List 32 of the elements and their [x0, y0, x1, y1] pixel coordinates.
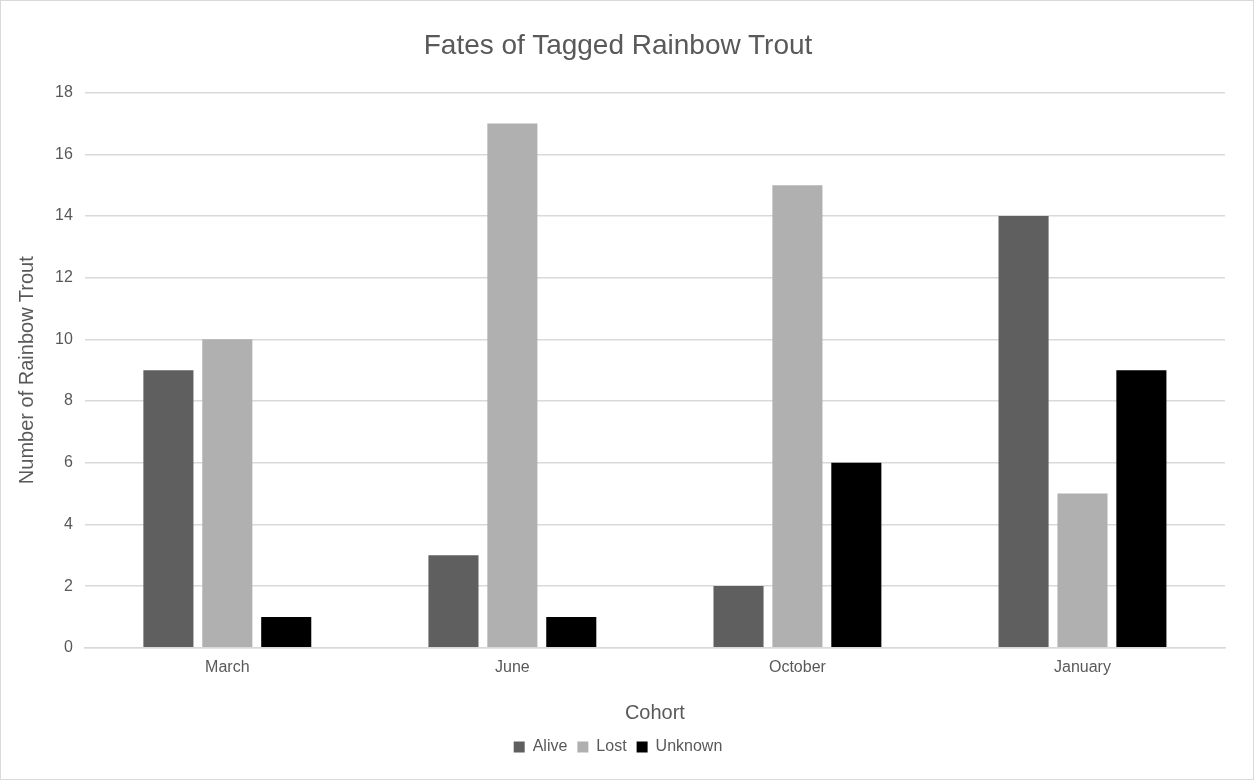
bar [998, 215, 1049, 648]
bar [546, 616, 597, 648]
bar [1057, 493, 1108, 648]
x-tick-label: January [1054, 657, 1111, 675]
legend-label: Unknown [655, 737, 723, 755]
y-tick-label: 6 [63, 453, 73, 471]
bar [202, 339, 253, 648]
legend-label: Alive [532, 737, 568, 755]
y-tick-label: 0 [63, 638, 73, 656]
y-axis-title: Number of Rainbow Trout [14, 255, 37, 485]
bar [831, 462, 882, 648]
y-tick-label: 12 [55, 268, 73, 286]
x-tick-label: October [768, 657, 827, 675]
bar [487, 123, 538, 648]
bar [143, 370, 194, 648]
bar [772, 185, 823, 648]
bar [428, 555, 479, 648]
bar [713, 586, 764, 648]
bar [1116, 370, 1167, 648]
y-tick-label: 8 [63, 391, 73, 409]
y-tick-label: 16 [55, 144, 73, 162]
y-tick-label: 10 [55, 329, 73, 347]
y-tick-label: 4 [63, 514, 73, 532]
y-tick-label: 18 [55, 83, 73, 101]
y-tick-label: 14 [55, 206, 73, 224]
y-tick-label: 2 [63, 576, 73, 594]
chart-title: Fates of Tagged Rainbow Trout [423, 28, 813, 60]
x-tick-label: June [495, 657, 530, 675]
x-tick-label: March [205, 657, 250, 675]
x-axis-title: Cohort [624, 700, 686, 723]
legend-label: Lost [596, 737, 628, 755]
bar [261, 616, 312, 648]
